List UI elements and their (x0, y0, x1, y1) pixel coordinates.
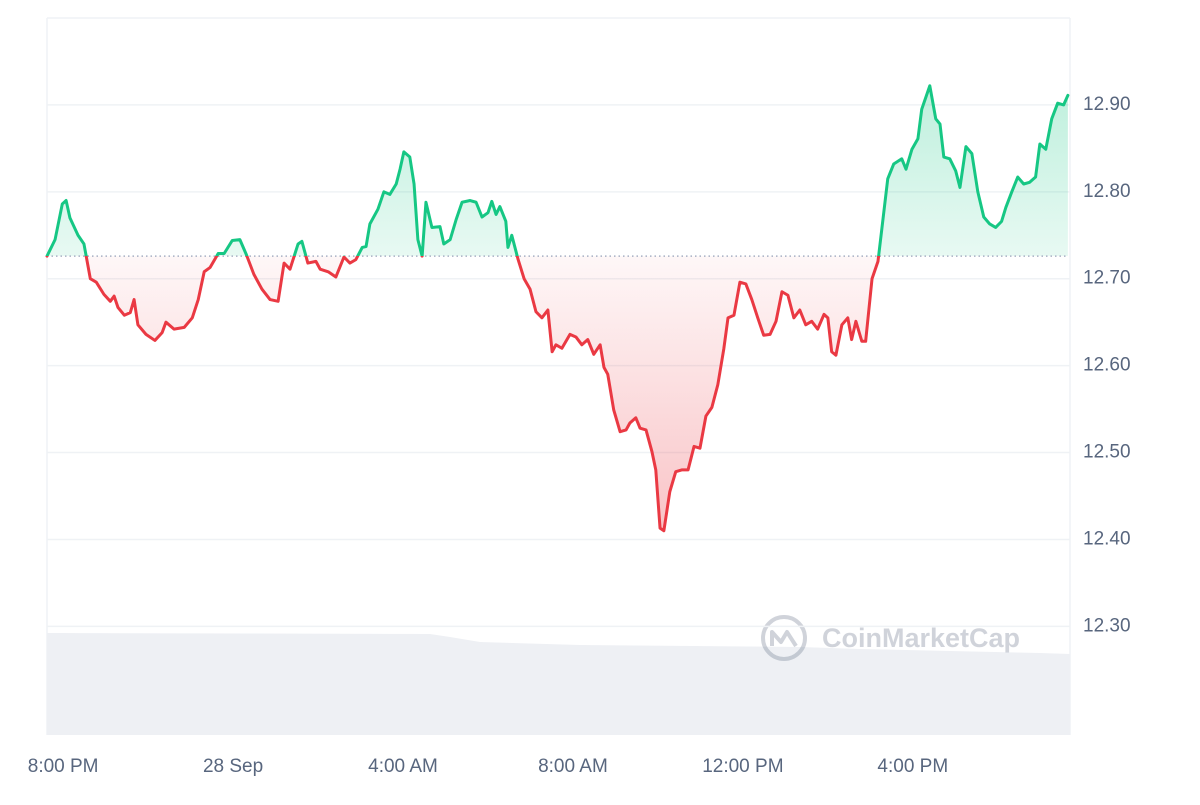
watermark-text: CoinMarketCap (822, 623, 1020, 653)
y-tick-label: 12.30 (1083, 615, 1131, 636)
x-tick-label: 12:00 PM (702, 756, 783, 777)
x-tick-label: 4:00 PM (877, 756, 948, 777)
watermark-logo-mark (770, 630, 798, 648)
y-tick-label: 12.90 (1083, 94, 1131, 115)
watermark-logo (761, 615, 807, 661)
y-tick-label: 12.60 (1083, 355, 1131, 376)
x-tick-label: 28 Sep (203, 756, 263, 777)
x-tick-label: 4:00 AM (368, 756, 438, 777)
price-area (47, 85, 1068, 531)
volume-band (47, 633, 1070, 735)
y-tick-label: 12.50 (1083, 442, 1131, 463)
y-tick-label: 12.70 (1083, 268, 1131, 289)
y-tick-label: 12.40 (1083, 528, 1131, 549)
x-tick-label: 8:00 PM (28, 756, 99, 777)
x-tick-label: 8:00 AM (538, 756, 608, 777)
watermark: CoinMarketCap (761, 615, 1020, 661)
y-tick-label: 12.80 (1083, 181, 1131, 202)
price-line (45, 84, 1070, 533)
